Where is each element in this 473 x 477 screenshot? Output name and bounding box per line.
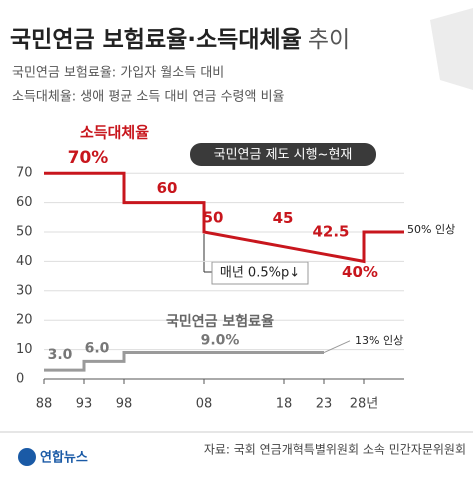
series-name: 국민연금 보험료율 xyxy=(166,313,274,330)
value-label: 60 xyxy=(157,179,178,197)
period-badge xyxy=(190,143,376,166)
value-label: 50 xyxy=(203,209,224,227)
value-label: 70% xyxy=(68,148,109,168)
period-label: 국민연금 제도 시행~현재 xyxy=(214,147,353,163)
annotation: 13% 인상 xyxy=(355,334,403,347)
y-tick-label: 30 xyxy=(16,283,33,298)
decoration xyxy=(430,8,473,90)
value-label: 42.5 xyxy=(312,223,349,241)
annotation: 50% 인상 xyxy=(407,223,455,236)
value-label: 45 xyxy=(273,209,294,227)
source: 자료: 국회 연금개혁특별위원회 소속 민간자문위원회 xyxy=(204,443,466,457)
x-tick-label: 93 xyxy=(76,397,93,412)
y-tick-label: 10 xyxy=(16,342,33,357)
series-line xyxy=(44,171,404,264)
annotation-leader xyxy=(323,340,351,353)
x-tick-label: 18 xyxy=(276,397,293,412)
y-tick-label: 50 xyxy=(16,225,33,240)
note-box xyxy=(211,261,309,285)
subtitle: 소득대체율: 생애 평균 소득 대비 연금 수령액 비율 xyxy=(12,90,285,105)
logo: 연합뉴스 xyxy=(40,450,88,466)
value-label: 6.0 xyxy=(85,340,110,356)
x-tick-label: 23 xyxy=(316,397,333,412)
series-line xyxy=(44,351,324,372)
y-tick-label: 0 xyxy=(16,372,24,387)
title-suffix: 추이 xyxy=(308,27,350,53)
y-tick-label: 40 xyxy=(16,254,33,269)
y-tick-label: 70 xyxy=(16,166,33,181)
chart-title: 국민연금 보험료율·소득대체율 추이 xyxy=(10,27,350,53)
x-tick-label: 98 xyxy=(116,397,133,412)
x-tick-label: 88 xyxy=(36,397,53,412)
value-label: 40% xyxy=(342,263,378,281)
y-tick-label: 60 xyxy=(16,195,33,210)
subtitle: 국민연금 보험료율: 가입자 월소득 대비 xyxy=(12,66,224,81)
logo-icon xyxy=(18,448,36,466)
x-tick-label: 08 xyxy=(196,397,213,412)
slope-note: 매년 0.5%p↓ xyxy=(220,266,300,281)
series-name: 소득대체율 xyxy=(80,124,149,142)
y-tick-label: 20 xyxy=(16,313,33,328)
value-label: 9.0% xyxy=(201,333,240,349)
title-main: 국민연금 보험료율·소득대체율 xyxy=(10,27,302,53)
value-label: 3.0 xyxy=(48,347,73,363)
x-tick-label: 28년 xyxy=(350,397,379,412)
